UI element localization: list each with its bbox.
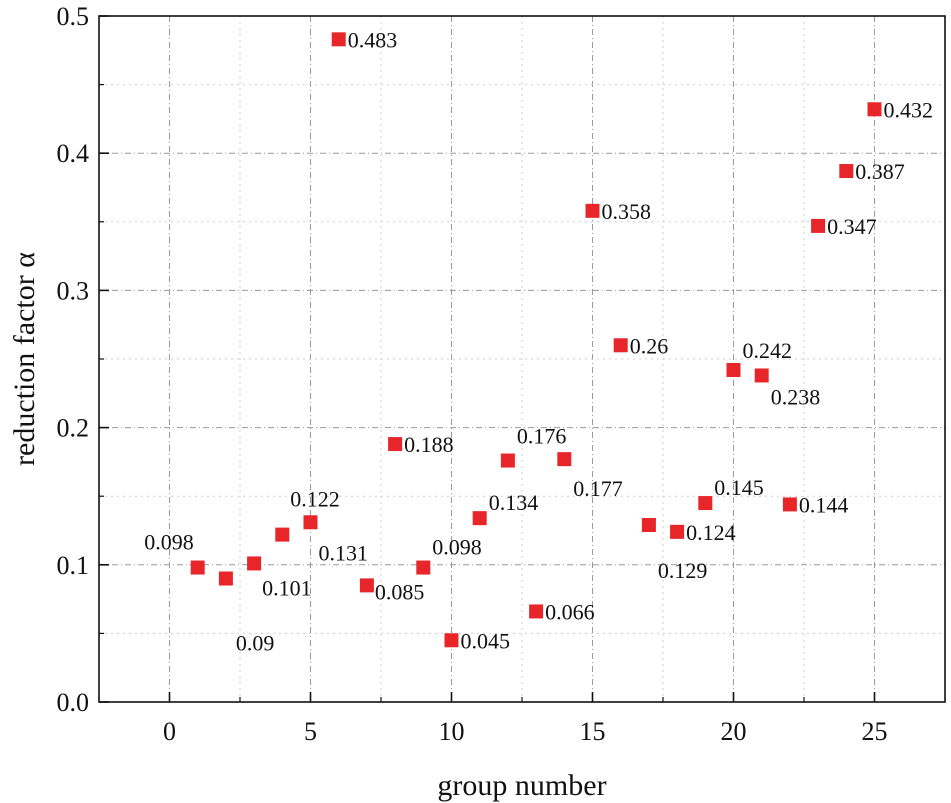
data-point [613, 338, 628, 353]
data-label: 0.09 [236, 631, 275, 656]
data-label: 0.045 [461, 628, 511, 653]
x-tick-label: 20 [721, 717, 747, 746]
data-label: 0.26 [630, 333, 669, 358]
data-point [641, 518, 656, 533]
data-point [839, 164, 854, 179]
data-label: 0.188 [404, 432, 454, 457]
data-label: 0.098 [432, 535, 482, 560]
data-points [190, 32, 882, 648]
data-label: 0.122 [290, 487, 340, 512]
data-point [444, 633, 459, 648]
data-label: 0.098 [144, 530, 194, 555]
data-point [698, 496, 713, 511]
data-point [557, 452, 572, 467]
data-point [754, 368, 769, 383]
data-point [218, 571, 233, 586]
x-tick-label: 10 [439, 717, 465, 746]
data-label: 0.483 [348, 27, 398, 52]
data-label: 0.177 [573, 476, 623, 501]
data-point [782, 497, 797, 512]
y-tick-label: 0.5 [57, 2, 90, 31]
data-label: 0.144 [799, 492, 849, 517]
y-tick-label: 0.2 [57, 414, 90, 443]
data-label: 0.387 [855, 159, 905, 184]
y-axis-title: reduction factor α [8, 252, 41, 466]
data-label: 0.134 [489, 490, 539, 515]
data-point [190, 560, 205, 575]
data-point [247, 556, 262, 571]
y-tick-label: 0.4 [57, 139, 90, 168]
data-point [811, 218, 826, 233]
x-tick-label: 25 [862, 717, 888, 746]
data-point [303, 515, 318, 530]
x-tick-label: 5 [304, 717, 317, 746]
data-label: 0.176 [517, 424, 567, 449]
data-label: 0.129 [658, 558, 708, 583]
data-label: 0.124 [686, 520, 736, 545]
data-point [275, 527, 290, 542]
data-label: 0.085 [375, 579, 425, 604]
data-label: 0.145 [714, 475, 764, 500]
x-tick-label: 15 [580, 717, 606, 746]
data-point [472, 511, 487, 526]
data-point [500, 453, 515, 468]
data-point [359, 578, 374, 593]
axis-ticks: 0 5 10 15 20 25 0.0 0.1 0.2 0.3 0.4 0.5 [57, 2, 888, 746]
data-point [585, 203, 600, 218]
data-label: 0.242 [743, 338, 793, 363]
data-point [529, 604, 544, 619]
data-label: 0.101 [262, 575, 312, 600]
y-tick-label: 0.0 [57, 688, 90, 717]
grid [99, 16, 945, 702]
data-point [867, 102, 882, 117]
data-label: 0.347 [827, 214, 877, 239]
data-point [726, 362, 741, 377]
y-tick-label: 0.3 [57, 276, 90, 305]
data-label: 0.131 [319, 540, 369, 565]
data-label: 0.358 [602, 199, 652, 224]
data-point [416, 560, 431, 575]
data-point [388, 437, 403, 452]
x-tick-label: 0 [163, 717, 176, 746]
x-axis-title: group number [437, 769, 606, 802]
data-point [670, 524, 685, 539]
data-label: 0.066 [545, 599, 595, 624]
data-label: 0.238 [771, 384, 821, 409]
data-point [331, 32, 346, 47]
y-tick-label: 0.1 [57, 551, 90, 580]
data-label: 0.432 [884, 97, 934, 122]
data-labels: 0.098 0.09 0.101 0.122 0.131 0.483 0.085 0.188 0… [144, 27, 933, 655]
